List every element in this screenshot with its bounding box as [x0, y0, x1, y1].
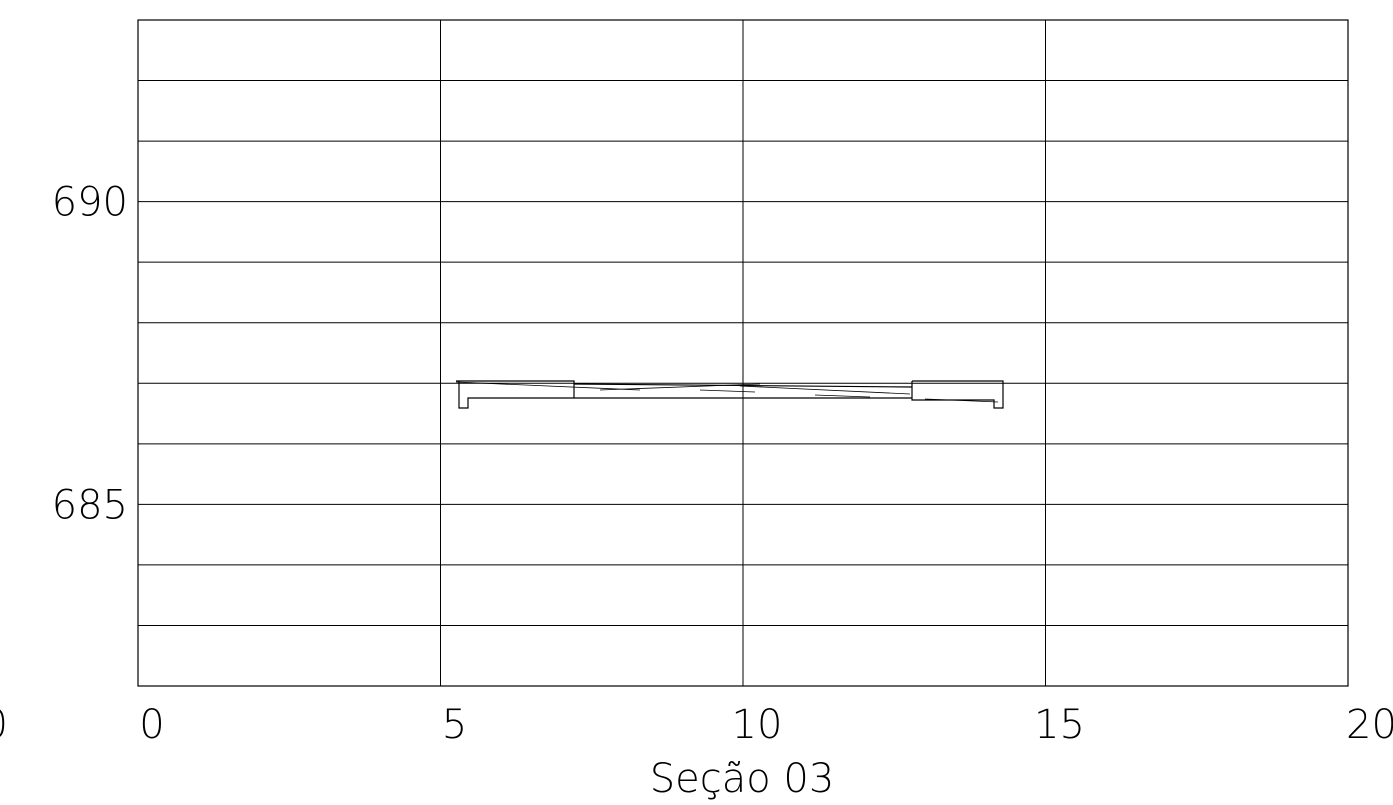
section-profile	[455, 380, 1004, 409]
x-tick-label: 0	[139, 702, 164, 748]
profile-stroke	[599, 383, 761, 391]
y-tick-label: 690	[52, 180, 128, 226]
section-title: Seção 03	[650, 756, 835, 802]
x-tick-label: 15	[1034, 702, 1085, 748]
profile-stroke	[455, 381, 641, 391]
grid	[137, 19, 1349, 687]
deck-top	[573, 383, 913, 388]
profile-stroke	[924, 398, 999, 403]
profile-stroke	[739, 385, 911, 395]
profile-stroke	[699, 389, 756, 393]
left-curb	[456, 380, 575, 409]
x-tick-label: 10	[0, 702, 8, 748]
x-tick-label: 10	[732, 702, 783, 748]
right-curb	[911, 380, 1004, 409]
x-tick-label: 5	[442, 702, 467, 748]
profile-stroke	[814, 394, 871, 398]
x-axis-labels: 10 0 5 10 15 20	[0, 702, 1393, 748]
y-tick-label: 685	[52, 482, 128, 528]
x-tick-label: 20	[1346, 702, 1393, 748]
y-axis-labels: 690 685	[52, 180, 128, 529]
